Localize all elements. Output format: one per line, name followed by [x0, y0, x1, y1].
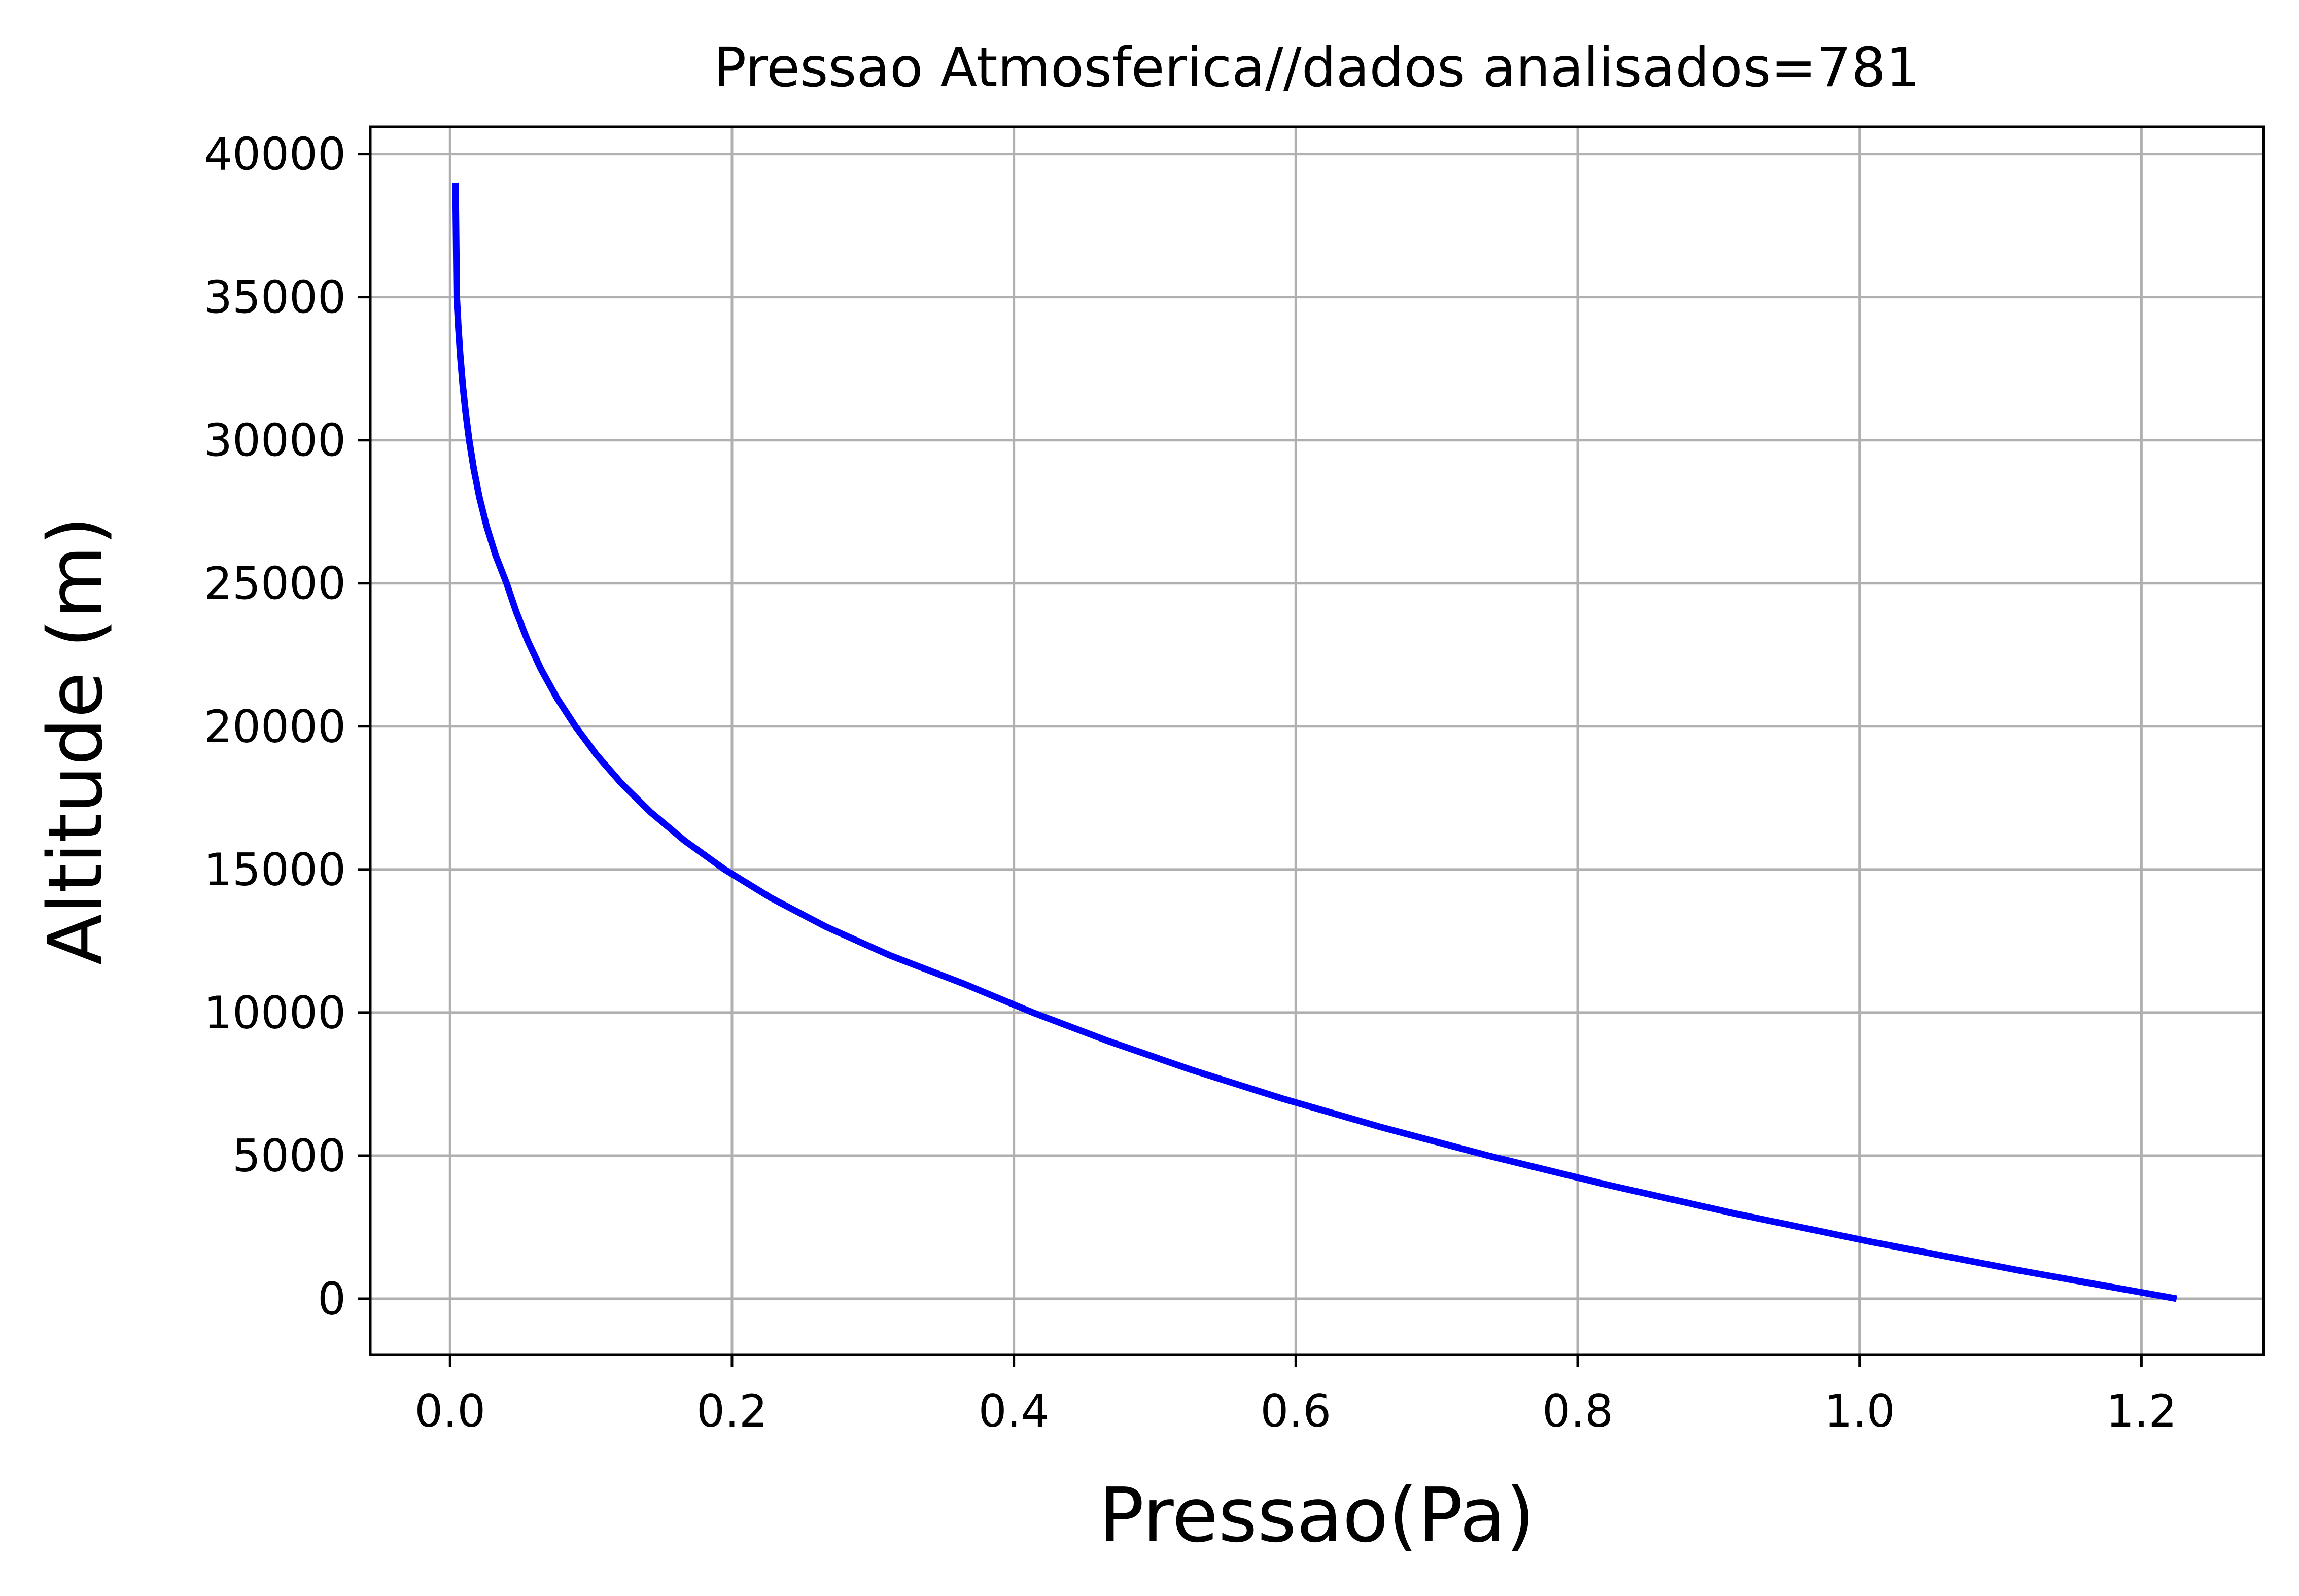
series-line-0 [452, 182, 2177, 1302]
y-tick-label: 35000 [204, 271, 346, 324]
x-axis-label: Pressao(Pa) [1099, 1472, 1535, 1559]
x-tick-label: 1.2 [2106, 1385, 2177, 1437]
x-tick-label: 0.6 [1260, 1385, 1331, 1437]
x-tick-label: 1.0 [1824, 1385, 1895, 1437]
y-tick-label: 5000 [232, 1130, 346, 1182]
y-tick-label: 30000 [204, 414, 346, 467]
y-axis-label: Altitude (m) [32, 516, 119, 965]
y-tick-label: 20000 [204, 701, 346, 753]
x-tick-label: 0.4 [979, 1385, 1050, 1437]
y-tick-label: 40000 [204, 128, 346, 181]
x-tick-label: 0.8 [1542, 1385, 1613, 1437]
y-axis-ticks: 0 5000 10000 15000 20000 25000 30000 35000 40000 [204, 128, 370, 1325]
y-tick-label: 0 [318, 1273, 346, 1325]
series-layer [452, 182, 2177, 1302]
x-tick-label: 0.0 [414, 1385, 485, 1437]
x-tick-label: 0.2 [696, 1385, 768, 1437]
y-tick-label: 10000 [204, 987, 346, 1039]
x-axis-ticks: 0.0 0.2 0.4 0.6 0.8 1.0 1.2 [414, 1355, 2177, 1437]
y-tick-label: 15000 [204, 844, 346, 896]
plot-frame [369, 125, 2265, 1356]
chart-title: Pressao Atmosferica//dados analisados=78… [714, 37, 1920, 99]
y-tick-label: 25000 [204, 558, 346, 610]
grid [370, 127, 2263, 1355]
